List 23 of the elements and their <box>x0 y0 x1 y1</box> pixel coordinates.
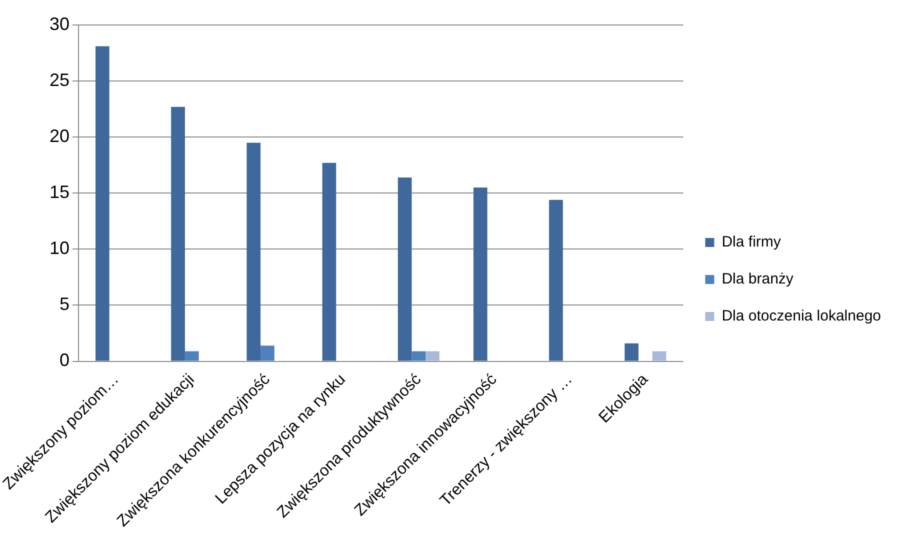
bar <box>246 142 261 361</box>
bar <box>95 46 110 361</box>
bar <box>184 351 199 361</box>
bar <box>171 106 185 361</box>
legend-label: Dla firmy <box>722 234 782 251</box>
bar <box>624 343 638 361</box>
y-tick-label: 25 <box>49 70 70 90</box>
y-tick-label: 0 <box>59 350 70 370</box>
y-tick-label: 5 <box>59 294 70 314</box>
y-tick-label: 30 <box>49 14 70 34</box>
y-tick-label: 15 <box>49 182 70 202</box>
bar <box>260 346 274 361</box>
bar <box>398 177 412 361</box>
y-tick-label: 20 <box>49 126 70 146</box>
y-tick-label: 10 <box>49 238 70 258</box>
bar <box>322 162 336 361</box>
legend-label: Dla branży <box>722 270 794 288</box>
bar <box>473 188 488 361</box>
bar <box>549 200 563 361</box>
bar <box>412 351 426 361</box>
legend-label: Dla otoczenia lokalnego <box>722 308 882 325</box>
bar <box>426 351 440 361</box>
bar <box>652 351 666 361</box>
